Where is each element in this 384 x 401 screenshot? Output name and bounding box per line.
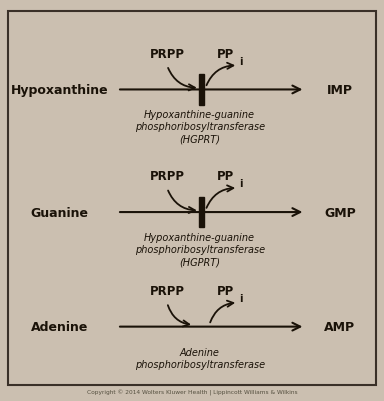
Text: PP: PP bbox=[217, 170, 234, 183]
Text: Guanine: Guanine bbox=[30, 206, 89, 219]
Text: i: i bbox=[239, 179, 243, 188]
Text: Adenine: Adenine bbox=[180, 347, 220, 356]
Text: Adenine: Adenine bbox=[31, 320, 88, 333]
Text: (HGPRT): (HGPRT) bbox=[179, 257, 220, 266]
Text: PP: PP bbox=[217, 48, 234, 61]
Text: AMP: AMP bbox=[324, 320, 356, 333]
Text: phosphoribosyltransferase: phosphoribosyltransferase bbox=[135, 245, 265, 254]
Text: i: i bbox=[239, 57, 243, 66]
Text: Hypoxanthine-guanine: Hypoxanthine-guanine bbox=[144, 110, 255, 120]
Bar bbox=[199, 75, 204, 105]
Text: PP: PP bbox=[217, 284, 234, 297]
Text: i: i bbox=[239, 293, 243, 303]
Text: Copyright © 2014 Wolters Kluwer Health | Lippincott Williams & Wilkins: Copyright © 2014 Wolters Kluwer Health |… bbox=[87, 389, 297, 395]
Text: (HGPRT): (HGPRT) bbox=[179, 134, 220, 144]
Bar bbox=[199, 198, 204, 228]
Text: GMP: GMP bbox=[324, 206, 356, 219]
Text: phosphoribosyltransferase: phosphoribosyltransferase bbox=[135, 122, 265, 132]
Text: PRPP: PRPP bbox=[149, 170, 185, 183]
Text: IMP: IMP bbox=[327, 84, 353, 97]
Text: PRPP: PRPP bbox=[149, 284, 185, 297]
Text: Hypoxanthine-guanine: Hypoxanthine-guanine bbox=[144, 233, 255, 242]
FancyBboxPatch shape bbox=[8, 12, 376, 385]
Text: phosphoribosyltransferase: phosphoribosyltransferase bbox=[135, 359, 265, 369]
Text: Hypoxanthine: Hypoxanthine bbox=[11, 84, 108, 97]
Text: PRPP: PRPP bbox=[149, 48, 185, 61]
